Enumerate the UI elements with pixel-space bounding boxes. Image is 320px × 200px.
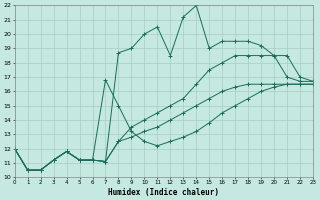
X-axis label: Humidex (Indice chaleur): Humidex (Indice chaleur) xyxy=(108,188,219,197)
